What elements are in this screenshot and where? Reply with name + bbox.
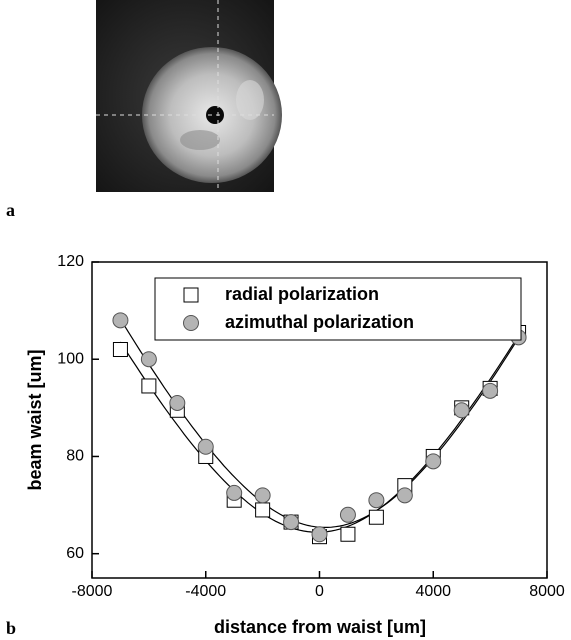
legend-marker bbox=[184, 288, 198, 302]
data-point bbox=[170, 395, 185, 410]
data-point bbox=[369, 493, 384, 508]
y-tick-label: 120 bbox=[57, 253, 84, 270]
x-tick-label: 4000 bbox=[415, 583, 451, 600]
data-point bbox=[198, 439, 213, 454]
y-tick-label: 100 bbox=[57, 350, 84, 367]
y-tick-label: 60 bbox=[66, 545, 84, 562]
data-point bbox=[454, 403, 469, 418]
beam-texture bbox=[180, 130, 220, 150]
x-tick-label: -8000 bbox=[72, 583, 113, 600]
beam-image bbox=[96, 0, 282, 192]
figure: a b distance from waist [um] beam waist … bbox=[0, 0, 571, 640]
data-point bbox=[312, 527, 327, 542]
data-point bbox=[227, 485, 242, 500]
panel-label: a bbox=[6, 200, 15, 220]
x-axis-label: distance from waist [um] bbox=[214, 617, 426, 637]
y-axis-label: beam waist [um] bbox=[25, 349, 45, 490]
data-point bbox=[141, 352, 156, 367]
beam-texture bbox=[236, 80, 264, 120]
x-tick-label: 0 bbox=[315, 583, 324, 600]
data-point bbox=[426, 454, 441, 469]
data-point bbox=[113, 313, 128, 328]
data-point bbox=[284, 515, 299, 530]
legend-label: radial polarization bbox=[225, 284, 379, 304]
data-point bbox=[255, 488, 270, 503]
data-point bbox=[369, 510, 383, 524]
data-point bbox=[113, 343, 127, 357]
legend-label: azimuthal polarization bbox=[225, 312, 414, 332]
data-point bbox=[340, 507, 355, 522]
data-point bbox=[256, 503, 270, 517]
data-point bbox=[341, 527, 355, 541]
data-point bbox=[397, 488, 412, 503]
fit-curve bbox=[120, 336, 518, 533]
legend-marker bbox=[184, 316, 199, 331]
data-point bbox=[142, 379, 156, 393]
y-tick-label: 80 bbox=[66, 448, 84, 465]
x-tick-label: -4000 bbox=[185, 583, 226, 600]
x-tick-label: 8000 bbox=[529, 583, 565, 600]
panel-label: b bbox=[6, 618, 16, 638]
data-point bbox=[483, 383, 498, 398]
